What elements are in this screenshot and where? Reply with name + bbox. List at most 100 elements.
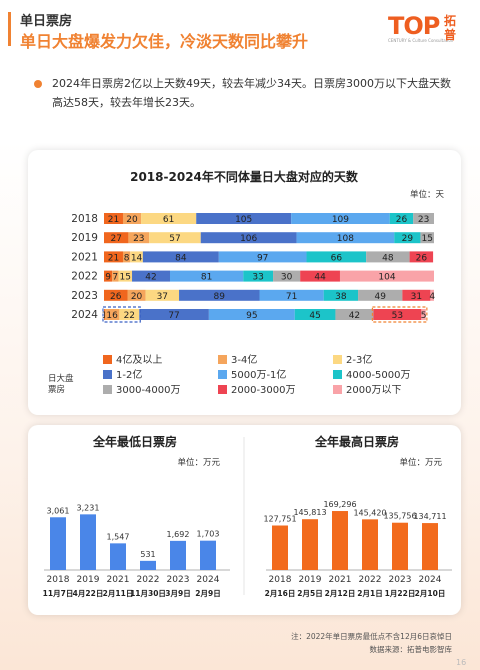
bar (302, 519, 318, 570)
chart-unit: 单位：万元 (177, 457, 220, 468)
bar-segment (413, 213, 434, 224)
legend-label: 2000-3000万 (231, 385, 296, 396)
bar-segment (420, 232, 434, 244)
data-label: 26 (110, 292, 122, 302)
bar-segment (104, 232, 129, 244)
bar-segment (104, 213, 123, 224)
x-tick-label: 2021 (107, 575, 130, 585)
legend-label: 2000万以下 (346, 385, 401, 396)
highlight-box-top (102, 306, 141, 323)
data-label: 8 (124, 253, 130, 263)
section-label: 单日票房 (20, 14, 73, 29)
logo-mark: TOP (388, 12, 440, 40)
legend-swatch (103, 355, 112, 364)
legend-label: 1-2亿 (116, 368, 142, 381)
x-tick-label: 2022 (359, 575, 382, 585)
data-label: 20 (131, 292, 143, 302)
bar (332, 511, 348, 570)
data-label: 26 (416, 253, 428, 263)
data-label: 3,061 (47, 506, 70, 515)
x-tick-label: 2024 (419, 575, 442, 585)
bar-segment (112, 270, 119, 282)
x-tick-label: 2021 (329, 575, 352, 585)
date-label: 11月7日 (43, 589, 74, 598)
bar-segment (273, 270, 301, 282)
bar-segment (196, 213, 292, 224)
y-tick-label: 2024 (71, 309, 98, 321)
legend-label: 4000-5000万 (346, 370, 411, 381)
bar-segment (300, 270, 340, 282)
bar (392, 522, 408, 570)
bar-segment (130, 251, 143, 263)
bar-segment (170, 270, 244, 282)
data-label: 4 (429, 292, 435, 302)
bar-segment (127, 289, 146, 301)
data-label: 44 (314, 273, 326, 283)
data-label: 9 (105, 273, 111, 283)
date-label: 3月9日 (165, 589, 190, 598)
legend-label: 3-4亿 (231, 353, 257, 366)
data-label: 135,756 (383, 512, 416, 521)
bar-segment (421, 309, 426, 320)
data-label: 1 (102, 311, 108, 321)
bar (362, 519, 378, 570)
data-label: 77 (168, 311, 179, 321)
data-label: 21 (108, 215, 119, 225)
data-label: 21 (108, 253, 119, 263)
footer-notes: 注：2022年单日票房最低点不含12月6日哀悼日 数据来源：拓普电影智库 (291, 630, 452, 656)
legend-swatch (218, 370, 227, 379)
bar-segment (409, 251, 434, 263)
bar-segment (394, 232, 421, 244)
date-label: 2月1日 (357, 589, 382, 598)
bar-segment (358, 289, 403, 301)
date-label: 11月30日 (130, 589, 166, 598)
data-label: 48 (382, 253, 394, 263)
data-label: 89 (214, 292, 226, 302)
data-label: 23 (133, 234, 144, 244)
data-label: 61 (163, 215, 174, 225)
bar-segment (104, 270, 113, 282)
data-label: 31 (411, 292, 422, 302)
data-label: 105 (235, 215, 252, 225)
bar-segment (142, 251, 219, 263)
legend-title: 票房 (48, 384, 65, 395)
bar-segment (402, 289, 431, 301)
legend-swatch (333, 355, 342, 364)
y-tick-label: 2021 (71, 251, 98, 263)
legend-swatch (103, 370, 112, 379)
bar-segment (141, 213, 197, 224)
x-tick-label: 2018 (269, 575, 292, 585)
legend-swatch (218, 355, 227, 364)
x-tick-label: 2019 (299, 575, 322, 585)
bar-segment (118, 270, 133, 282)
data-label: 15 (120, 273, 131, 283)
bar-segment (294, 309, 336, 320)
data-label: 53 (392, 311, 403, 321)
chart-unit: 单位：天 (410, 189, 445, 200)
bar-segment (104, 289, 128, 301)
data-label: 3,231 (77, 503, 100, 512)
data-label: 134,711 (413, 512, 446, 521)
legend-label: 5000万-1亿 (231, 368, 286, 381)
bar-segment (366, 251, 410, 263)
bar-segment (179, 289, 260, 301)
bar-segment (139, 309, 209, 320)
legend-label: 3000-4000万 (116, 385, 181, 396)
bar-segment (306, 251, 367, 263)
stacked-chart-card: 2018-2024年不同体量日大盘对应的天数 单位：天 2018 21 20 61 105 1… (28, 150, 461, 415)
legend-swatch (218, 385, 227, 394)
bar-segment (335, 309, 374, 320)
bar-segment (128, 232, 150, 244)
brand-logo: TOP CENTURY & Culture Consultation 拓普 (388, 12, 476, 46)
bar (170, 540, 186, 570)
date-label: 4月22日 (73, 589, 104, 598)
bar-segment (339, 270, 434, 282)
bar-segment (132, 270, 170, 282)
data-label: 5 (421, 311, 427, 321)
data-label: 66 (331, 253, 343, 263)
date-label: 1月22日 (385, 589, 416, 598)
bar-segment (389, 213, 414, 224)
bar-segment (218, 251, 307, 263)
